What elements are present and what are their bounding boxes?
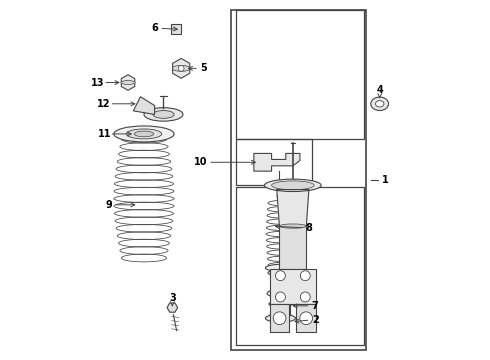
- Text: 2: 2: [312, 315, 318, 325]
- Bar: [270, 269, 316, 304]
- Bar: [236, 139, 312, 185]
- Polygon shape: [122, 75, 135, 90]
- Text: 3: 3: [169, 293, 176, 303]
- Ellipse shape: [144, 108, 183, 121]
- Text: 11: 11: [98, 129, 111, 139]
- Polygon shape: [277, 190, 309, 226]
- Bar: [270, 304, 289, 332]
- Polygon shape: [167, 303, 178, 312]
- Ellipse shape: [266, 314, 295, 322]
- Bar: [231, 10, 366, 350]
- Ellipse shape: [269, 301, 292, 307]
- Ellipse shape: [270, 312, 291, 318]
- Bar: [296, 304, 316, 332]
- Ellipse shape: [371, 97, 389, 111]
- Circle shape: [178, 66, 184, 71]
- Text: 8: 8: [305, 223, 312, 233]
- Text: 1: 1: [382, 175, 389, 185]
- Ellipse shape: [172, 66, 190, 71]
- Ellipse shape: [114, 126, 174, 142]
- Ellipse shape: [375, 100, 384, 107]
- Bar: [236, 187, 364, 345]
- Bar: [236, 10, 364, 139]
- Ellipse shape: [134, 131, 154, 137]
- Circle shape: [275, 292, 285, 302]
- Ellipse shape: [277, 193, 294, 199]
- Ellipse shape: [267, 289, 294, 297]
- Polygon shape: [133, 97, 155, 114]
- Text: 6: 6: [151, 23, 158, 33]
- Ellipse shape: [271, 181, 314, 190]
- Text: 13: 13: [91, 77, 104, 87]
- Ellipse shape: [279, 224, 306, 228]
- Circle shape: [300, 292, 310, 302]
- Circle shape: [275, 271, 285, 281]
- Polygon shape: [254, 153, 300, 171]
- Ellipse shape: [153, 111, 174, 118]
- Circle shape: [300, 271, 310, 281]
- Bar: [171, 24, 181, 34]
- Ellipse shape: [121, 81, 135, 85]
- Ellipse shape: [270, 275, 301, 281]
- Text: 7: 7: [312, 301, 318, 311]
- Text: 9: 9: [105, 200, 112, 210]
- Text: 5: 5: [200, 63, 207, 73]
- Ellipse shape: [265, 179, 321, 192]
- Circle shape: [300, 312, 313, 325]
- Circle shape: [273, 312, 286, 325]
- Ellipse shape: [268, 269, 303, 276]
- Ellipse shape: [266, 264, 306, 272]
- Bar: [279, 226, 306, 269]
- Text: 4: 4: [376, 85, 383, 95]
- Text: 12: 12: [97, 99, 110, 109]
- Text: 10: 10: [194, 157, 207, 167]
- Polygon shape: [172, 58, 190, 78]
- Ellipse shape: [126, 129, 162, 139]
